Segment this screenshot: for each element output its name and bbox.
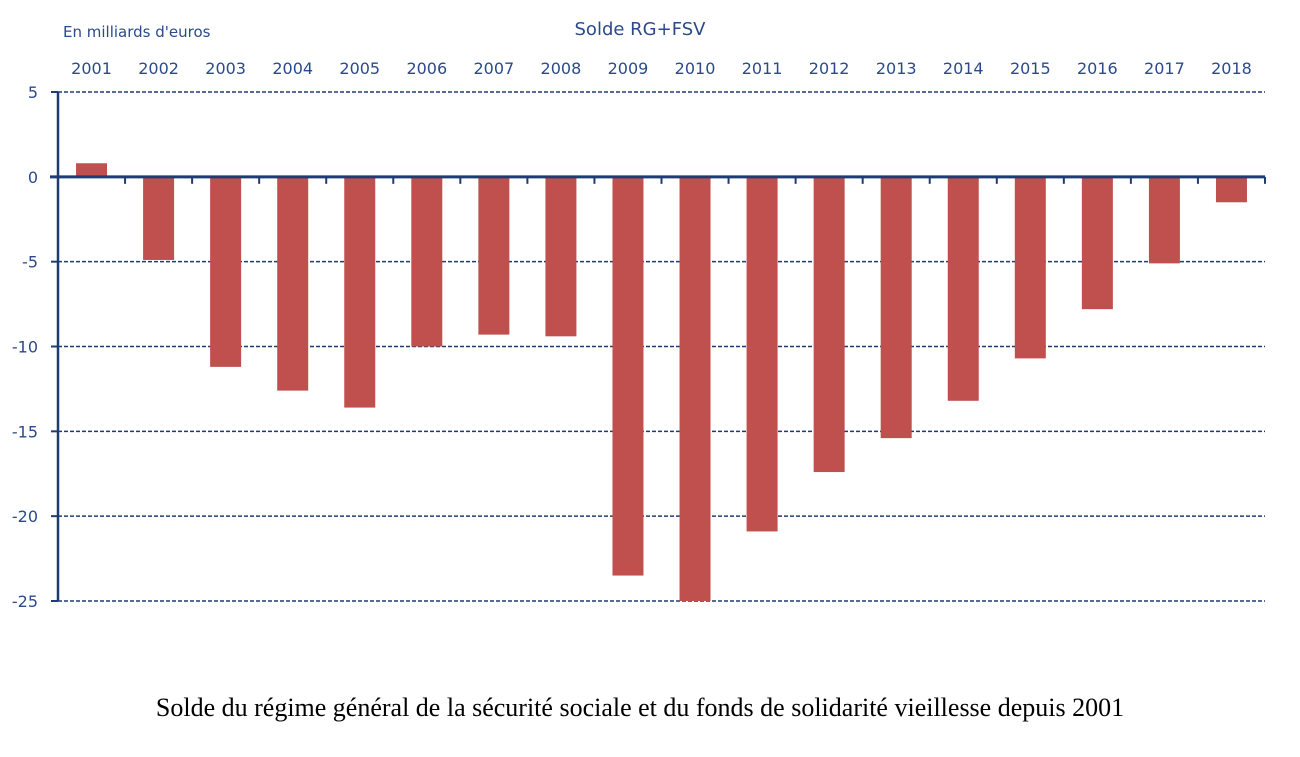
bar-2005	[344, 176, 376, 408]
x-tick-label: 2014	[943, 59, 984, 78]
bar-2006	[411, 176, 443, 347]
y-tick-label: -5	[22, 253, 38, 272]
x-tick-label: 2016	[1077, 59, 1118, 78]
y-tick-label: -10	[12, 338, 38, 357]
x-tick-label: 2008	[541, 59, 582, 78]
bar-2003	[210, 176, 242, 367]
figure-caption: Solde du régime général de la sécurité s…	[155, 693, 1125, 722]
x-tick-label: 2009	[608, 59, 649, 78]
y-axis-label: En milliards d'euros	[63, 23, 211, 41]
x-tick-label: 2015	[1010, 59, 1051, 78]
y-tick-label: -25	[12, 592, 38, 611]
bar-2009	[612, 176, 644, 576]
bar-2017	[1148, 176, 1180, 264]
bar-2001	[76, 163, 108, 177]
y-tick-label: -20	[12, 507, 38, 526]
x-tick-label: 2017	[1144, 59, 1185, 78]
x-tick-label: 2006	[406, 59, 447, 78]
bar-2016	[1081, 176, 1113, 310]
x-tick-label: 2003	[205, 59, 246, 78]
bar-chart: En milliards d'euros Solde RG+FSV 5 0 -5 -1…	[12, 19, 1266, 611]
x-tick-label: 2011	[742, 59, 783, 78]
bar-2008	[545, 176, 577, 337]
x-tick-label: 2010	[675, 59, 716, 78]
y-tick-label: 5	[28, 83, 38, 102]
bar-2012	[813, 176, 845, 473]
y-tick-label: -15	[12, 422, 38, 441]
bar-2018	[1215, 176, 1247, 203]
x-tick-label: 2005	[339, 59, 380, 78]
bar-2007	[478, 176, 510, 335]
bar-2013	[880, 176, 912, 439]
x-tick-label: 2013	[876, 59, 917, 78]
bar-2002	[143, 176, 175, 260]
chart-title: Solde RG+FSV	[575, 19, 707, 40]
x-tick-label: 2004	[272, 59, 313, 78]
x-tick-label: 2007	[474, 59, 515, 78]
bar-2010	[679, 176, 711, 602]
bar-2014	[947, 176, 979, 401]
bar-2015	[1014, 176, 1046, 359]
x-tick-label: 2002	[138, 59, 179, 78]
y-tick-label: 0	[28, 168, 38, 187]
bar-2004	[277, 176, 309, 391]
x-tick-label: 2001	[71, 59, 112, 78]
x-tick-label: 2012	[809, 59, 850, 78]
x-tick-label: 2018	[1211, 59, 1252, 78]
bar-2011	[746, 176, 778, 532]
